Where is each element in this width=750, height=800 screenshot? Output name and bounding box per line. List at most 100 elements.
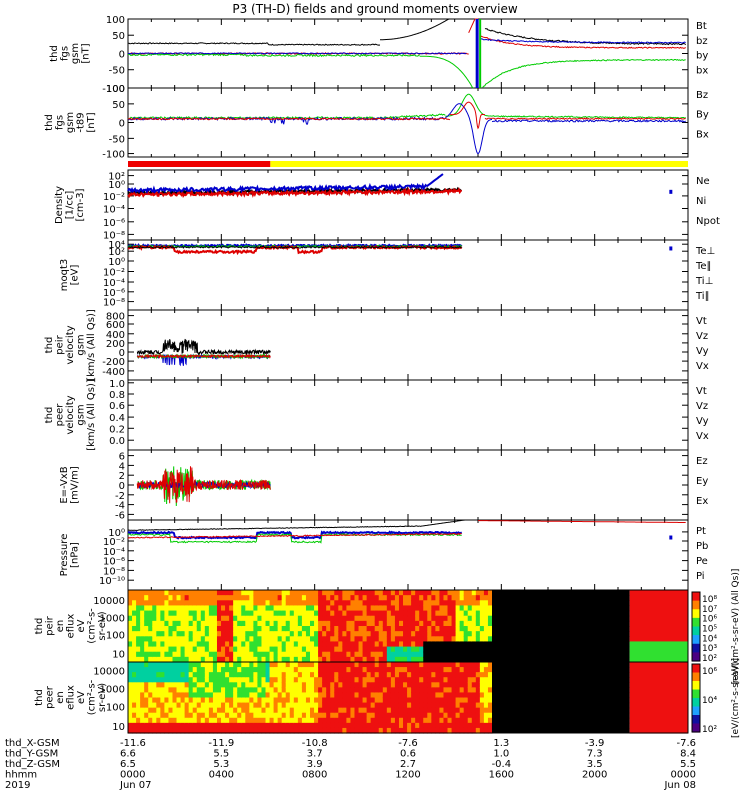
spectrogram-cell [225, 687, 230, 694]
legend-entry: by [696, 51, 708, 62]
spectrogram-cell [479, 646, 485, 653]
spectrogram-cell [427, 620, 432, 627]
spectrogram-cell [233, 631, 238, 637]
spectrogram-cell [152, 590, 157, 596]
spectrogram-cell [350, 610, 356, 617]
spectrogram-cell [136, 727, 141, 734]
spectrogram-cell [407, 667, 412, 673]
spectrogram-cell [407, 590, 412, 596]
spectrogram-cell [407, 651, 412, 658]
spectrogram-cell [241, 727, 246, 734]
spectrogram-cell [342, 707, 347, 714]
spectrogram-cell [293, 615, 299, 622]
spectrogram-cell [350, 651, 356, 658]
spectrogram-cell [382, 590, 388, 596]
spectrogram-cell [629, 600, 688, 607]
spectrogram-cell [208, 651, 214, 658]
spectrogram-cell [390, 651, 396, 658]
colorbar-cell [692, 667, 700, 670]
spectrogram-cell [431, 615, 436, 622]
spectrogram-cell [237, 595, 242, 601]
spectrogram-cell [301, 626, 307, 632]
spectrogram-cell [318, 610, 323, 617]
spectrogram-cell [192, 702, 198, 709]
spectrogram-cell [447, 702, 453, 709]
spectrogram-cell [358, 727, 364, 734]
spectrogram-cell [382, 702, 388, 709]
spectrogram-cell [394, 641, 400, 648]
spectrogram-cell [403, 717, 408, 724]
spectrogram-cell [382, 677, 388, 683]
spectrogram-cell [423, 620, 428, 627]
spectrogram-cell [467, 687, 473, 694]
spectrogram-cell [431, 697, 436, 704]
colorbar-cell [692, 648, 700, 652]
spectrogram-cell [459, 636, 465, 643]
spectrogram-cell [196, 651, 202, 658]
spectrogram-cell [629, 590, 688, 596]
colorbar-cell [692, 686, 700, 689]
spectrogram-cell [152, 672, 157, 678]
spectrogram-cell [435, 636, 441, 643]
spectrogram-cell [277, 590, 283, 596]
spectrogram-cell [237, 615, 242, 622]
spectrogram-cell [330, 712, 335, 719]
spectrogram-cell [382, 682, 388, 688]
spectrogram-cell [338, 727, 343, 734]
spectrogram-cell [334, 667, 339, 673]
spectrogram-cell [249, 727, 254, 734]
spectrogram-cell [398, 702, 404, 709]
spectrogram-cell [200, 677, 206, 683]
spectrogram-cell [192, 626, 198, 632]
spectrogram-cell [479, 692, 485, 699]
spectrogram-cell [176, 626, 182, 632]
spectrogram-cell [208, 667, 214, 673]
spectrogram-cell [334, 697, 339, 704]
spectrogram-cell [160, 722, 165, 729]
spectrogram-cell [487, 717, 493, 724]
spectrogram-cell [249, 631, 254, 637]
spectrogram-cell [273, 712, 279, 719]
spectrogram-cell [216, 600, 222, 607]
spectrogram-cell [180, 687, 186, 694]
spectrogram-cell [172, 702, 178, 709]
spectrogram-cell [411, 651, 416, 658]
spectrogram-cell [483, 692, 489, 699]
spectrogram-cell [467, 722, 473, 729]
spectrogram-cell [253, 702, 259, 709]
spectrogram-cell [443, 656, 449, 663]
spectrogram-cell [188, 615, 194, 622]
spectrogram-cell [221, 595, 226, 601]
y-tick-label: 10⁰ [108, 528, 125, 539]
spectrogram-cell [326, 687, 331, 694]
spectrogram-cell [277, 682, 283, 688]
spectrogram-cell [172, 692, 178, 699]
colorbar-cell [692, 720, 700, 723]
spectrogram-cell [451, 682, 457, 688]
spectrogram-cell [273, 727, 279, 734]
spectrogram-cell [487, 590, 493, 596]
spectrogram-cell [382, 712, 388, 719]
spectrogram-cell [314, 692, 319, 699]
series-by [482, 58, 686, 88]
spectrogram-cell [196, 687, 202, 694]
spectrogram-cell [419, 692, 424, 699]
colorbar-cell [692, 672, 700, 675]
spectrogram-cell [192, 595, 198, 601]
spectrogram-cell [285, 672, 291, 678]
spectrogram-cell [386, 646, 392, 653]
spectrogram-cell [362, 672, 368, 678]
spectrogram-cell [301, 590, 307, 596]
spectrogram-cell [455, 672, 461, 678]
spectrogram-cell [136, 702, 141, 709]
spectrogram-cell [378, 707, 384, 714]
spectrogram-cell [455, 727, 461, 734]
spectrogram-cell [455, 707, 461, 714]
spectrogram-cell [451, 672, 457, 678]
spectrogram-cell [249, 692, 254, 699]
spectrogram-cell [196, 717, 202, 724]
axis-label: [nPa] [70, 542, 81, 568]
spectrogram-cell [160, 641, 165, 648]
spectrogram-cell [305, 702, 311, 709]
spectrogram-cell [221, 605, 226, 612]
